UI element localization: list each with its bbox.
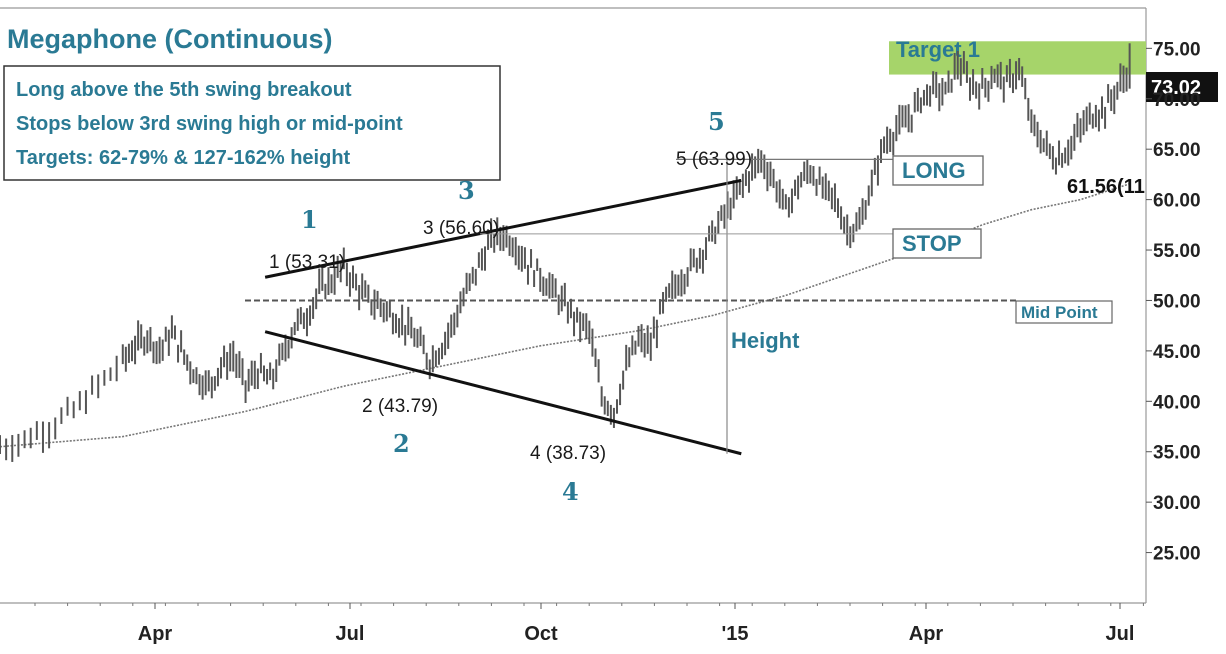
- swing-number-3: 3: [458, 176, 475, 205]
- y-tick-label: 65.00: [1153, 140, 1201, 161]
- y-tick-label: 35.00: [1153, 443, 1201, 464]
- x-tick-label: Oct: [524, 623, 558, 645]
- stop-label: STOP: [902, 231, 962, 256]
- y-tick-label: 60.00: [1153, 191, 1201, 212]
- price-layer: [0, 43, 1131, 462]
- upper-trendline: [264, 178, 742, 279]
- note-line-1: Long above the 5th swing breakout: [16, 79, 352, 101]
- target-label: Target 1: [896, 37, 980, 62]
- moving-average-value: 61.56(11: [1067, 176, 1145, 198]
- long-label-box: [892, 155, 984, 186]
- x-tick-label: Apr: [909, 623, 944, 645]
- swing-value-2: 2 (43.79): [362, 396, 438, 417]
- y-tick-label: 30.00: [1153, 493, 1201, 514]
- annotation-lines-layer: [245, 158, 1016, 456]
- y-tick-label: 55.00: [1153, 241, 1201, 262]
- x-tick-label: Jul: [1106, 623, 1135, 645]
- y-tick-label: 40.00: [1153, 392, 1201, 413]
- note-line-2: Stops below 3rd swing high or mid-point: [16, 113, 403, 135]
- swing-number-1: 1: [301, 205, 318, 234]
- x-axis: Apr Jul Oct '15 Apr Jul: [34, 603, 1144, 645]
- moving-average-layer: [0, 183, 1130, 448]
- x-tick-label: Apr: [138, 623, 173, 645]
- swing-number-4: 4: [562, 477, 579, 506]
- height-label: Height: [731, 328, 800, 353]
- y-axis: 75.00 70.00 65.00 60.00 55.00 50.00 45.00 40.00…: [1146, 39, 1201, 565]
- plot-frame: [0, 7, 1147, 604]
- note-line-3: Targets: 62-79% & 127-162% height: [16, 147, 351, 169]
- y-tick-label: 50.00: [1153, 291, 1201, 312]
- midpoint-label-box: [1015, 300, 1113, 324]
- y-tick-label: 70.00: [1153, 90, 1201, 111]
- stop-label-box: [892, 228, 982, 259]
- swing-number-2: 2: [393, 429, 410, 458]
- swing-value-5: 5 (63.99): [676, 149, 752, 170]
- swing-value-4: 4 (38.73): [530, 443, 606, 464]
- y-tick-label: 75.00: [1153, 39, 1201, 60]
- last-value: 73.02: [1151, 77, 1201, 99]
- x-tick-label: '15: [721, 623, 748, 645]
- y-tick-label: 45.00: [1153, 342, 1201, 363]
- notes-box: [3, 65, 501, 181]
- swing-value-3: 3 (56.60): [423, 218, 499, 239]
- swing-value-1: 1 (53.31): [269, 252, 345, 273]
- y-tick-label: 25.00: [1153, 544, 1201, 565]
- x-tick-label: Jul: [336, 623, 365, 645]
- swing-number-5: 5: [708, 107, 725, 136]
- target-band: [889, 41, 1146, 75]
- moving-average-line: [0, 183, 1130, 448]
- chart-title: Megaphone (Continuous): [7, 24, 332, 54]
- long-label: LONG: [902, 158, 966, 183]
- last-value-badge: [1146, 72, 1218, 102]
- lower-trendline: [264, 330, 742, 456]
- midpoint-label: Mid Point: [1021, 303, 1098, 322]
